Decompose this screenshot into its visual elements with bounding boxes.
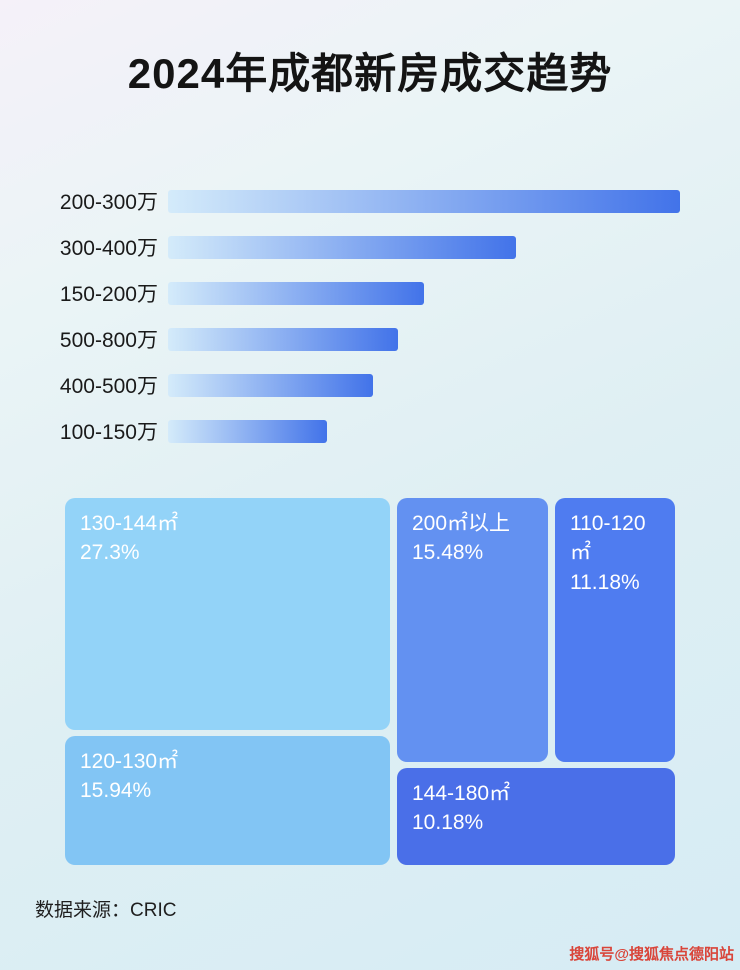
bar-track: [168, 327, 680, 351]
treemap-box-144-180: 144-180㎡ 10.18%: [397, 768, 675, 865]
bar-fill: [168, 235, 517, 259]
treemap-box-120-130: 120-130㎡ 15.94%: [65, 736, 390, 865]
treemap-box-label: 200㎡以上: [412, 512, 511, 535]
bar-category-label: 150-200万: [59, 283, 158, 306]
treemap-box-value: 15.94%: [80, 779, 152, 803]
page-title: 2024年成都新房成交趋势: [127, 50, 613, 97]
bar-fill: [168, 189, 680, 213]
bar-row: 400-500万: [40, 362, 680, 408]
bar-fill: [168, 373, 373, 397]
data-source-label: 数据来源：CRIC: [35, 900, 177, 921]
bar-category-label: 400-500万: [59, 375, 158, 398]
bar-row: 150-200万: [40, 270, 680, 316]
bar-track: [168, 189, 680, 213]
bar-fill: [168, 419, 327, 443]
bar-fill: [168, 327, 399, 351]
treemap-box-130-144: 130-144㎡ 27.3%: [65, 498, 390, 730]
treemap-box-value: 10.18%: [412, 811, 484, 835]
bar-row: 200-300万: [40, 178, 680, 224]
treemap-box-200plus: 200㎡以上 15.48%: [397, 498, 548, 762]
treemap-box-value: 15.48%: [412, 541, 484, 565]
area-share-treemap: 130-144㎡ 27.3% 120-130㎡ 15.94% 200㎡以上 15…: [65, 498, 675, 865]
treemap-box-label: 110-120㎡: [570, 512, 646, 565]
bar-track: [168, 373, 680, 397]
treemap-box-value: 27.3%: [80, 541, 140, 565]
bar-category-label: 100-150万: [59, 421, 158, 444]
treemap-box-label: 120-130㎡: [80, 750, 179, 773]
bar-track: [168, 419, 680, 443]
bar-category-label: 500-800万: [59, 329, 158, 352]
bar-track: [168, 235, 680, 259]
bar-track: [168, 281, 680, 305]
bar-row: 500-800万: [40, 316, 680, 362]
treemap-box-value: 11.18%: [570, 570, 640, 594]
treemap-box-label: 144-180㎡: [412, 782, 511, 805]
bar-row: 300-400万: [40, 224, 680, 270]
bar-category-label: 300-400万: [59, 237, 158, 260]
bar-fill: [168, 281, 424, 305]
watermark-label: 搜狐号@搜狐焦点德阳站: [569, 946, 734, 963]
treemap-box-label: 130-144㎡: [80, 512, 179, 535]
bar-category-label: 200-300万: [59, 191, 158, 214]
treemap-box-110-120: 110-120㎡ 11.18%: [555, 498, 675, 762]
price-range-bar-chart: 200-300万 300-400万 150-200万 500-800万 400-…: [40, 178, 680, 454]
bar-row: 100-150万: [40, 408, 680, 454]
